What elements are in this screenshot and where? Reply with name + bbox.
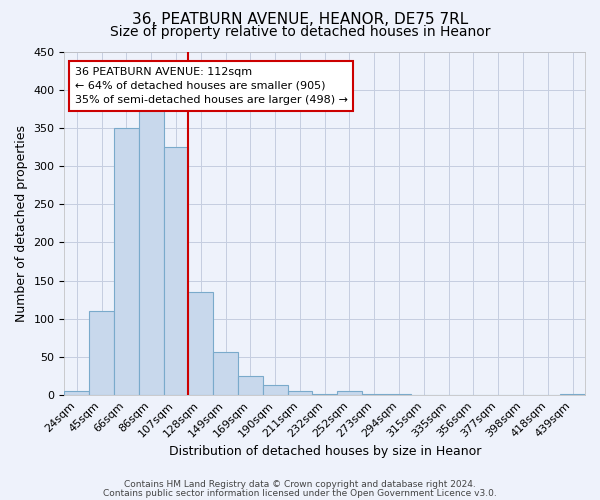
Bar: [89, 311, 114, 395]
X-axis label: Distribution of detached houses by size in Heanor: Distribution of detached houses by size …: [169, 444, 481, 458]
Bar: [188, 292, 213, 395]
Text: Size of property relative to detached houses in Heanor: Size of property relative to detached ho…: [110, 25, 490, 39]
Bar: [238, 376, 263, 395]
Y-axis label: Number of detached properties: Number of detached properties: [15, 125, 28, 322]
Bar: [560, 394, 585, 395]
Bar: [164, 147, 188, 395]
Bar: [287, 392, 313, 395]
Bar: [386, 394, 412, 395]
Text: Contains public sector information licensed under the Open Government Licence v3: Contains public sector information licen…: [103, 489, 497, 498]
Bar: [337, 392, 362, 395]
Bar: [213, 352, 238, 395]
Bar: [313, 394, 337, 395]
Bar: [263, 385, 287, 395]
Bar: [362, 394, 386, 395]
Bar: [114, 128, 139, 395]
Text: 36, PEATBURN AVENUE, HEANOR, DE75 7RL: 36, PEATBURN AVENUE, HEANOR, DE75 7RL: [132, 12, 468, 28]
Text: Contains HM Land Registry data © Crown copyright and database right 2024.: Contains HM Land Registry data © Crown c…: [124, 480, 476, 489]
Bar: [64, 392, 89, 395]
Text: 36 PEATBURN AVENUE: 112sqm
← 64% of detached houses are smaller (905)
35% of sem: 36 PEATBURN AVENUE: 112sqm ← 64% of deta…: [75, 67, 348, 105]
Bar: [139, 109, 164, 395]
